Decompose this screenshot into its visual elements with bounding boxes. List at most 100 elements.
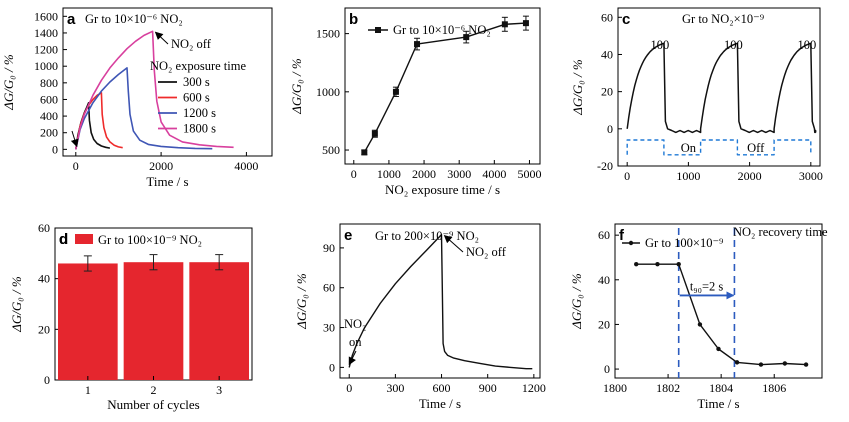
x-tick-label: 1806 <box>762 381 786 395</box>
recovery-annotation: NO₂ recovery time <box>733 225 828 239</box>
legend-marker <box>628 240 634 246</box>
legend-label-300s: 300 s <box>183 75 210 89</box>
y-tick-label: 0 <box>329 360 335 374</box>
y-tick-label: 90 <box>323 241 335 255</box>
y-tick-label: 400 <box>40 109 58 123</box>
on-label: On <box>681 141 697 155</box>
panel-b-chart: 0 1000 2000 3000 4000 5000 500 1000 1500 NO₂ expo… <box>289 7 541 197</box>
chart-title: Gr to 10×10⁻⁶ NO₂ <box>85 12 183 26</box>
no2-off-annotation: NO₂ off <box>171 37 212 51</box>
y-tick-label: 1000 <box>34 59 58 73</box>
legend-label-600s: 600 s <box>183 91 210 105</box>
y-tick-label: 200 <box>40 126 58 140</box>
y-tick-label: 0 <box>44 373 50 387</box>
panel-letter: d <box>59 231 68 248</box>
peak-label: 100 <box>651 38 670 52</box>
y-tick-label: 0 <box>52 142 58 156</box>
x-tick-label: 1800 <box>603 381 627 395</box>
panel-letter: f <box>619 227 625 244</box>
data-point <box>734 360 740 365</box>
x-tick-label: 900 <box>479 381 497 395</box>
plot-frame <box>617 7 821 167</box>
x-tick-label: 1000 <box>377 167 401 181</box>
legend-label: Gr to 100×10⁻⁹ NO₂ <box>98 233 202 247</box>
panel-letter: a <box>67 11 76 28</box>
legend-label: Gr to 10×10⁻⁶ NO₂ <box>393 23 491 37</box>
panel-c-chart: 0 1000 2000 3000 -20 0 20 40 60 ΔG/G₀ / % c Gr to N… <box>570 7 823 183</box>
x-tick-label: 1 <box>85 383 91 397</box>
legend-label-1200s: 1200 s <box>183 106 216 120</box>
x-tick-label: 600 <box>433 381 451 395</box>
x-tick-label: 4000 <box>234 159 258 173</box>
panel-f-chart: 1800 1802 1804 1806 0 20 40 60 Time / s ΔG/G₀ / %… <box>569 223 828 411</box>
t90-label: t₉₀=2 s <box>690 279 724 293</box>
on-off-gate-line <box>626 139 812 156</box>
legend-label-1800s: 1800 s <box>183 122 216 136</box>
plot-frame <box>339 223 541 379</box>
no2-off-annotation: NO₂ off <box>466 245 507 259</box>
x-tick-label: 0 <box>346 381 352 395</box>
panel-letter: c <box>622 11 630 28</box>
x-axis-label: Time / s <box>697 396 739 411</box>
no2-on-arrow <box>348 350 357 366</box>
y-tick-label: 20 <box>598 317 610 331</box>
x-tick-label: 300 <box>386 381 404 395</box>
x-tick-label: 2000 <box>149 159 173 173</box>
x-tick-label: 2000 <box>412 167 436 181</box>
plot-frame <box>62 7 273 157</box>
panel-letter: b <box>349 11 358 28</box>
data-point <box>676 261 681 267</box>
y-tick-label: 1500 <box>316 27 340 41</box>
x-tick-label: 2 <box>151 383 157 397</box>
legend-title: NO₂ exposure time <box>150 59 246 73</box>
off-label: Off <box>747 141 765 155</box>
x-tick-label: 0 <box>73 159 79 173</box>
bar-cycle-3 <box>189 262 249 380</box>
panel-letter: e <box>344 227 352 244</box>
data-point <box>522 20 529 27</box>
y-axis-label: ΔG/G₀ / % <box>9 276 24 333</box>
y-tick-label: 40 <box>601 47 613 61</box>
plot-frame <box>614 223 823 379</box>
signal-line <box>348 233 533 370</box>
x-axis-label: Time / s <box>419 396 461 411</box>
legend-marker <box>375 27 381 33</box>
x-tick-label: 3 <box>216 383 222 397</box>
series-line-1200s <box>75 67 213 150</box>
y-axis-label: ΔG/G₀ / % <box>1 54 16 111</box>
x-axis-label: Time / s <box>146 174 188 189</box>
y-axis-label: ΔG/G₀ / % <box>294 273 309 330</box>
legend-swatch <box>75 234 93 244</box>
y-axis-label: ΔG/G₀ / % <box>570 59 585 116</box>
x-tick-label: 3000 <box>447 167 471 181</box>
y-tick-label: 0 <box>604 362 610 376</box>
x-tick-label: 1802 <box>656 381 680 395</box>
data-point <box>371 130 378 137</box>
bar-cycle-2 <box>123 262 184 380</box>
x-tick-label: 0 <box>624 169 630 183</box>
chart-title: Gr to 200×10⁻⁹ NO₂ <box>375 229 479 243</box>
data-point <box>697 322 703 327</box>
panel-a-chart: 0 2000 4000 0 200 400 600 800 1000 1200 1400 1600 Ti… <box>1 7 273 189</box>
y-tick-label: 60 <box>38 221 50 235</box>
x-tick-label: 0 <box>351 167 357 181</box>
y-tick-label: 800 <box>40 76 58 90</box>
data-point <box>463 34 470 41</box>
data-point <box>803 362 809 367</box>
no2-on-label-line1: NO₂ <box>344 317 366 331</box>
x-tick-label: 1200 <box>522 381 546 395</box>
panel-e-chart: 0 300 600 900 1200 0 30 60 90 Time / s ΔG/G₀ / % e G… <box>294 223 546 411</box>
data-point <box>414 41 421 48</box>
y-tick-label: 30 <box>323 321 335 335</box>
y-tick-label: 1200 <box>34 43 58 57</box>
y-tick-label: -20 <box>597 159 613 173</box>
no2-on-label-line2: on <box>349 335 362 349</box>
y-axis-label: ΔG/G₀ / % <box>289 58 304 115</box>
x-tick-label: 2000 <box>738 169 762 183</box>
x-tick-label: 1804 <box>709 381 733 395</box>
y-tick-label: 60 <box>601 10 613 24</box>
x-tick-label: 3000 <box>799 169 823 183</box>
x-tick-label: 4000 <box>482 167 506 181</box>
x-tick-label: 5000 <box>517 167 541 181</box>
no2-off-arrow <box>443 234 464 253</box>
